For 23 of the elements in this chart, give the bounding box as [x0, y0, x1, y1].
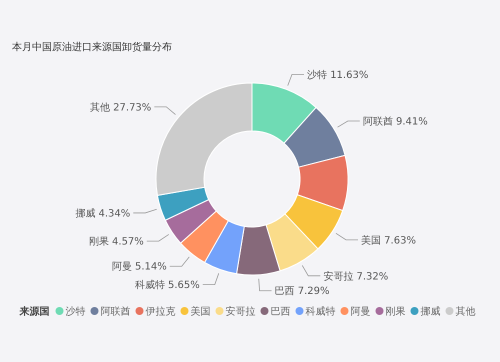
data-label: 安哥拉 7.32%: [323, 270, 388, 282]
data-label: 阿曼 5.14%: [112, 262, 167, 273]
legend-title: 来源国: [18, 306, 50, 318]
data-label: 沙特 11.63%: [307, 68, 368, 81]
legend-label: 伊拉克: [146, 306, 176, 318]
legend-label: 阿曼: [350, 306, 370, 318]
data-label: 其他 27.73%: [90, 101, 152, 114]
legend-label: 阿联酋: [100, 306, 130, 318]
data-label: 科威特 5.65%: [134, 279, 200, 292]
data-label: 挪威 4.34%: [75, 207, 130, 220]
legend-label: 沙特: [66, 306, 86, 318]
legend-label: 刚果: [386, 306, 406, 318]
data-label: 阿联酋 9.41%: [362, 115, 428, 128]
data-label: 刚果 4.57%: [88, 236, 144, 248]
legend-label: 巴西: [270, 306, 290, 318]
legend-label: 其他: [456, 306, 476, 318]
data-label: 巴西 7.29%: [274, 286, 330, 298]
legend-label: 科威特: [306, 306, 336, 318]
legend-label: 美国: [190, 306, 210, 318]
data-label: 美国 7.63%: [361, 234, 416, 246]
chart-title: 本月中国原油进口来源国卸货量分布: [12, 41, 172, 53]
legend-label: 安哥拉: [226, 306, 256, 318]
legend-label: 挪威: [420, 306, 440, 318]
